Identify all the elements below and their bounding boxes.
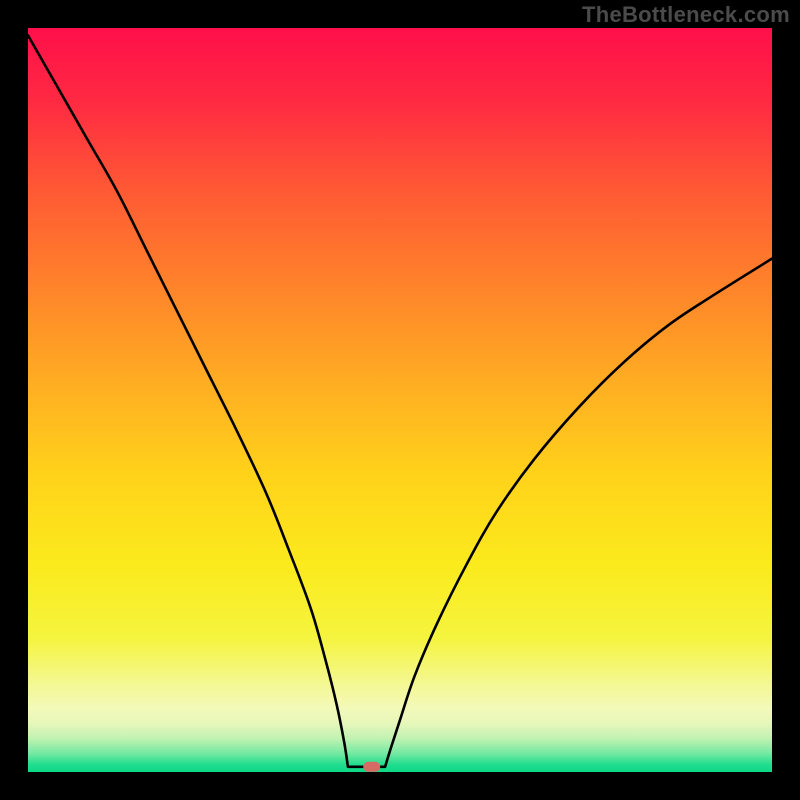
plot-background [28,28,772,772]
watermark-text: TheBottleneck.com [582,2,790,28]
chart-svg [28,28,772,772]
outer-frame: TheBottleneck.com [0,0,800,800]
optimum-marker [363,762,380,772]
